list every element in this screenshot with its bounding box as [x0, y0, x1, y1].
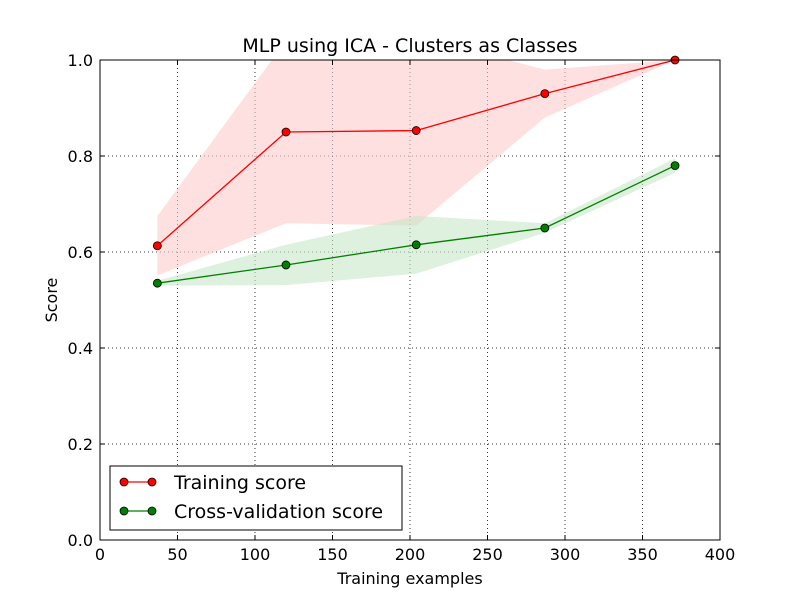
x-tick-label: 0: [95, 545, 105, 564]
x-tick-label: 350: [627, 545, 658, 564]
series-1-point: [670, 161, 680, 171]
series-0-band: [157, 60, 676, 276]
legend-training-label: Training score: [173, 472, 306, 494]
x-axis-label: Training examples: [336, 569, 482, 588]
x-tick-label: 250: [472, 545, 503, 564]
series-1-point: [540, 223, 550, 233]
x-tick-label: 400: [705, 545, 736, 564]
legend-cv-marker-left: [119, 506, 129, 516]
legend-cv-marker-right: [147, 506, 157, 516]
y-tick-label: 1.0: [68, 51, 93, 70]
y-tick-label: 0.6: [68, 243, 93, 262]
y-tick-label: 0.4: [68, 339, 93, 358]
x-tick-label: 100: [240, 545, 271, 564]
series-0-point: [152, 241, 162, 251]
y-tick-label: 0.8: [68, 147, 93, 166]
y-axis-label: Score: [42, 278, 61, 323]
series-1-point: [411, 240, 421, 250]
series-0-point: [540, 89, 550, 98]
legend-training-marker-right: [147, 477, 157, 487]
x-tick-label: 300: [550, 545, 581, 564]
legend-frame: [109, 465, 403, 531]
series-0-point: [281, 127, 291, 137]
x-tick-label: 150: [317, 545, 348, 564]
legend: Training score Cross-validation score: [109, 465, 403, 531]
legend-cv-label: Cross-validation score: [174, 501, 383, 523]
score-bands: [157, 60, 676, 286]
score-points: [152, 55, 680, 288]
series-1-point: [152, 278, 162, 288]
x-tick-label: 200: [395, 545, 426, 564]
legend-training-marker-left: [119, 477, 129, 487]
chart-title: MLP using ICA - Clusters as Classes: [242, 35, 577, 57]
series-1-point: [281, 260, 291, 270]
y-tick-label: 0.0: [68, 531, 93, 550]
series-1-band: [157, 158, 676, 286]
series-0-point: [411, 126, 421, 135]
x-tick-label: 50: [167, 545, 187, 564]
y-tick-label: 0.2: [68, 435, 93, 454]
axis-ticks: 0 50 100 150 200 250 300 350 400 0.0 0.2 0.4 0.6 0.8 1…: [68, 51, 736, 564]
